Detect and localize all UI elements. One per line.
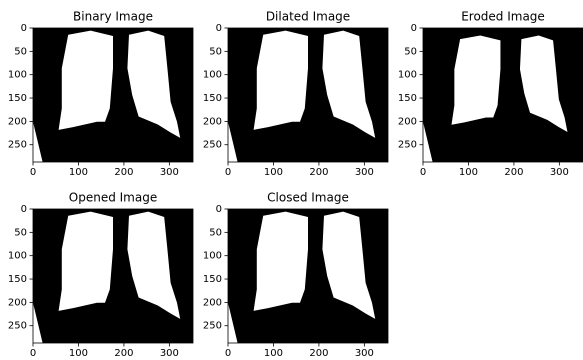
subplot-title: Dilated Image	[266, 10, 350, 24]
y-tick-label: 250	[203, 321, 222, 332]
lung-region	[59, 212, 113, 311]
x-tick-label: 300	[355, 167, 374, 178]
y-tick-label: 100	[203, 70, 222, 81]
x-tick-label: 200	[114, 348, 133, 359]
y-tick-label: 0	[411, 23, 417, 34]
image-background	[423, 28, 583, 162]
y-tick-label: 50	[14, 46, 27, 57]
y-tick-label: 50	[209, 227, 222, 238]
x-tick-label: 0	[30, 167, 36, 178]
y-tick-label: 0	[21, 204, 27, 215]
y-tick-label: 0	[216, 23, 222, 34]
y-tick-label: 150	[8, 93, 27, 104]
lung-region	[254, 212, 308, 311]
y-tick-label: 100	[203, 251, 222, 262]
x-tick-label: 300	[160, 167, 179, 178]
x-tick-label: 0	[30, 348, 36, 359]
y-tick-label: 200	[8, 297, 27, 308]
x-tick-label: 100	[459, 167, 478, 178]
y-tick-label: 150	[203, 93, 222, 104]
y-tick-label: 0	[21, 23, 27, 34]
y-tick-label: 250	[8, 321, 27, 332]
x-tick-label: 0	[225, 167, 231, 178]
y-tick-label: 100	[398, 70, 417, 81]
y-tick-label: 250	[398, 140, 417, 151]
subplot-title: Closed Image	[267, 191, 349, 205]
x-tick-label: 200	[309, 348, 328, 359]
y-tick-label: 50	[404, 46, 417, 57]
x-tick-label: 300	[550, 167, 569, 178]
lung-region	[451, 36, 500, 125]
x-tick-label: 100	[264, 167, 283, 178]
lung-region	[254, 31, 308, 130]
y-tick-label: 0	[216, 204, 222, 215]
y-tick-label: 200	[398, 116, 417, 127]
x-tick-label: 100	[69, 348, 88, 359]
figure: Binary Image 0 100 200 300 0 50 100 150 200 250 Dil…	[0, 0, 583, 360]
y-tick-label: 100	[8, 70, 27, 81]
subplot-title: Eroded Image	[461, 10, 545, 24]
y-tick-label: 150	[398, 93, 417, 104]
y-tick-label: 200	[8, 116, 27, 127]
subplot-title: Opened Image	[69, 191, 157, 205]
x-tick-label: 0	[420, 167, 426, 178]
x-tick-label: 200	[504, 167, 523, 178]
x-tick-label: 0	[225, 348, 231, 359]
y-tick-label: 50	[209, 46, 222, 57]
x-tick-label: 100	[264, 348, 283, 359]
y-tick-label: 200	[203, 297, 222, 308]
y-tick-label: 150	[8, 274, 27, 285]
y-tick-label: 50	[14, 227, 27, 238]
y-tick-label: 200	[203, 116, 222, 127]
x-tick-label: 200	[114, 167, 133, 178]
y-tick-label: 100	[8, 251, 27, 262]
x-tick-label: 300	[355, 348, 374, 359]
y-tick-label: 250	[8, 140, 27, 151]
x-tick-label: 200	[309, 167, 328, 178]
y-tick-label: 250	[203, 140, 222, 151]
subplot-title: Binary Image	[73, 10, 153, 24]
x-tick-label: 300	[160, 348, 179, 359]
lung-region	[59, 31, 113, 130]
x-tick-label: 100	[69, 167, 88, 178]
y-tick-label: 150	[203, 274, 222, 285]
